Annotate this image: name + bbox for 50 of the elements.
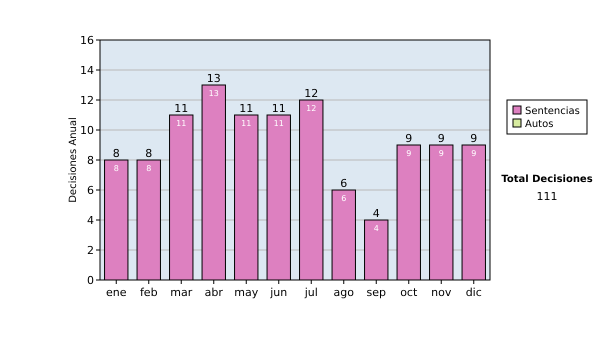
- data-label: 9: [406, 149, 412, 158]
- total-label: 11: [239, 102, 254, 115]
- data-label: 12: [306, 104, 316, 113]
- y-tick-label: 14: [80, 64, 94, 77]
- y-axis-title: Decisiones Anual: [68, 117, 79, 203]
- x-tick-label: dic: [466, 286, 482, 299]
- legend-label: Autos: [525, 119, 554, 130]
- y-tick-label: 2: [87, 244, 94, 257]
- y-tick-label: 12: [80, 94, 94, 107]
- x-tick-label: oct: [400, 286, 418, 299]
- x-tick-label: jul: [304, 286, 318, 299]
- x-tick-label: nov: [431, 286, 452, 299]
- total-label: 13: [206, 72, 221, 85]
- x-tick-label: ago: [334, 286, 354, 299]
- total-label: 9: [470, 132, 478, 145]
- total-label: 9: [438, 132, 445, 145]
- x-tick-label: feb: [140, 286, 158, 299]
- text: Total Decisiones: [501, 174, 593, 185]
- text: 111: [536, 190, 558, 203]
- x-tick-label: jun: [269, 286, 288, 299]
- data-label: 6: [341, 194, 346, 203]
- data-label: 9: [438, 149, 444, 158]
- data-label: 8: [146, 164, 152, 173]
- data-label: 11: [241, 119, 252, 128]
- total-label: 4: [372, 207, 380, 220]
- x-tick-label: may: [234, 286, 259, 299]
- total-label: 8: [112, 147, 120, 160]
- data-label: 13: [208, 89, 219, 98]
- legend-label: Sentencias: [525, 106, 580, 117]
- total-label: 6: [340, 177, 348, 190]
- x-tick-label: sep: [366, 286, 386, 299]
- y-tick-label: 4: [87, 214, 94, 227]
- data-label: 4: [374, 224, 379, 233]
- total-label: 9: [405, 132, 412, 145]
- x-tick-label: abr: [204, 286, 224, 299]
- x-tick-label: ene: [106, 286, 127, 299]
- y-tick-label: 10: [80, 124, 94, 137]
- total-label: 8: [145, 147, 152, 160]
- total-label: 12: [304, 87, 318, 100]
- y-tick-label: 8: [87, 154, 94, 167]
- x-tick-label: mar: [170, 286, 193, 299]
- data-label: 9: [471, 149, 476, 158]
- y-tick-label: 0: [87, 274, 94, 287]
- total-label: 11: [272, 102, 286, 115]
- y-tick-label: 6: [87, 184, 94, 197]
- y-tick-label: 16: [80, 34, 94, 47]
- data-label: 11: [274, 119, 284, 128]
- data-label: 8: [114, 164, 119, 173]
- data-label: 11: [176, 119, 186, 128]
- total-label: 11: [174, 102, 188, 115]
